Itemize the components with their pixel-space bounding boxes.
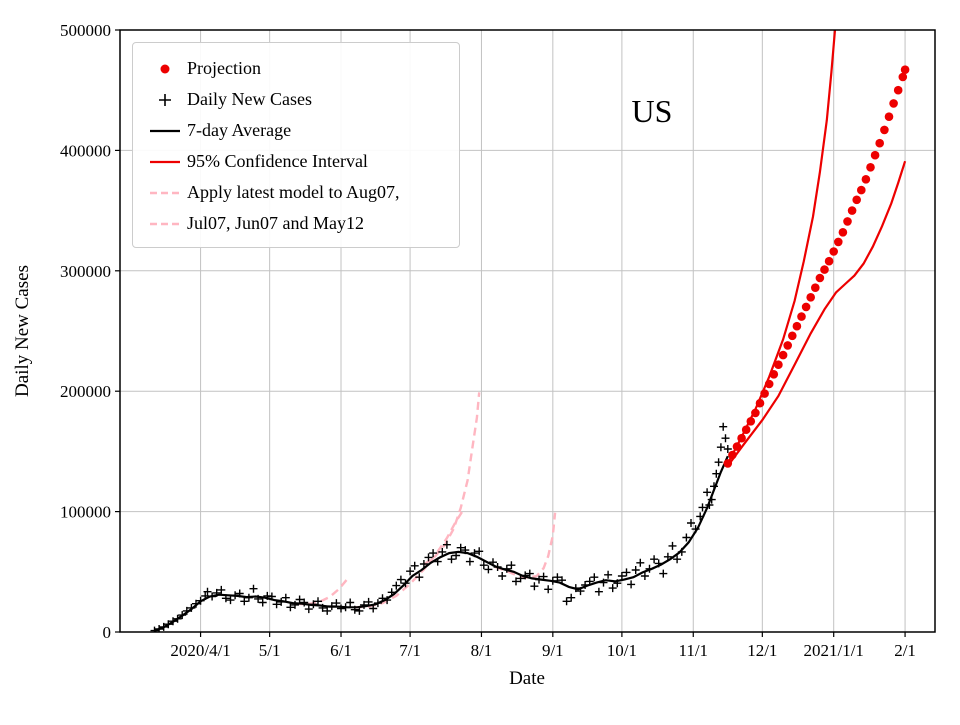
legend-label-confidence-interval: 95% Confidence Interval xyxy=(187,151,368,171)
x-tick-label: 5/1 xyxy=(259,641,281,660)
x-tick-label: 11/1 xyxy=(678,641,708,660)
y-tick-label: 500000 xyxy=(60,21,111,40)
x-tick-label: 9/1 xyxy=(542,641,564,660)
y-tick-label: 200000 xyxy=(60,382,111,401)
pink-dashed-line-icon xyxy=(143,215,187,233)
pink-dashed-line-icon xyxy=(143,184,187,202)
legend-item-old-models-1: Apply latest model to Aug07, xyxy=(143,177,449,208)
legend-label-old-models-2: Jul07, Jun07 and May12 xyxy=(187,213,364,233)
seven-day-average-line xyxy=(154,455,729,632)
plot-series xyxy=(150,30,910,632)
ci-upper-line xyxy=(726,30,837,464)
x-tick-label: 2021/1/1 xyxy=(803,641,863,660)
x-tick-label: 6/1 xyxy=(330,641,352,660)
old-model-line-Jun07 xyxy=(354,509,465,609)
country-annotation: US xyxy=(632,93,673,129)
legend-label-old-models-1: Apply latest model to Aug07, xyxy=(187,182,400,202)
daily-cases-scatter xyxy=(150,422,732,632)
projection-dots xyxy=(723,65,910,468)
x-tick-label: 7/1 xyxy=(399,641,421,660)
y-tick-label: 300000 xyxy=(60,262,111,281)
y-axis-label: Daily New Cases xyxy=(12,265,33,397)
legend-item-7day-average: 7-day Average xyxy=(143,115,449,146)
legend-item-confidence-interval: 95% Confidence Interval xyxy=(143,146,449,177)
plot-border xyxy=(119,29,936,633)
x-tick-label: 8/1 xyxy=(471,641,493,660)
legend-label-7day-average: 7-day Average xyxy=(187,120,292,140)
y-tick-label: 0 xyxy=(103,623,112,642)
axis-ticks: 2020/4/1 5/1 6/1 7/1 8/1 9/1 10/1 11/1 12/1 2021/… xyxy=(60,21,916,660)
legend-item-old-models-2: Jul07, Jun07 and May12 xyxy=(143,208,449,239)
projection-dot-icon xyxy=(143,60,187,78)
ci-lower-line xyxy=(726,160,907,467)
old-model-line-Aug07 xyxy=(494,512,557,580)
x-tick-label: 2/1 xyxy=(894,641,916,660)
legend-label-projection: Projection xyxy=(187,58,261,78)
y-tick-label: 400000 xyxy=(60,141,111,160)
legend-item-projection: Projection xyxy=(143,53,449,84)
x-tick-label: 12/1 xyxy=(747,641,777,660)
y-tick-label: 100000 xyxy=(60,503,111,522)
legend-label-daily-new-cases: Daily New Cases xyxy=(187,89,312,109)
x-tick-label: 10/1 xyxy=(607,641,637,660)
old-model-line-Jul07 xyxy=(423,392,481,566)
legend-item-daily-new-cases: Daily New Cases xyxy=(143,84,449,115)
old-model-line-May12 xyxy=(294,577,349,606)
x-tick-label: 2020/4/1 xyxy=(170,641,230,660)
legend: Projection Daily New Cases 7-day Average… xyxy=(132,42,460,248)
black-line-icon xyxy=(143,122,187,140)
red-line-icon xyxy=(143,153,187,171)
plus-marker-icon xyxy=(143,91,187,109)
x-axis-label: Date xyxy=(509,668,545,689)
